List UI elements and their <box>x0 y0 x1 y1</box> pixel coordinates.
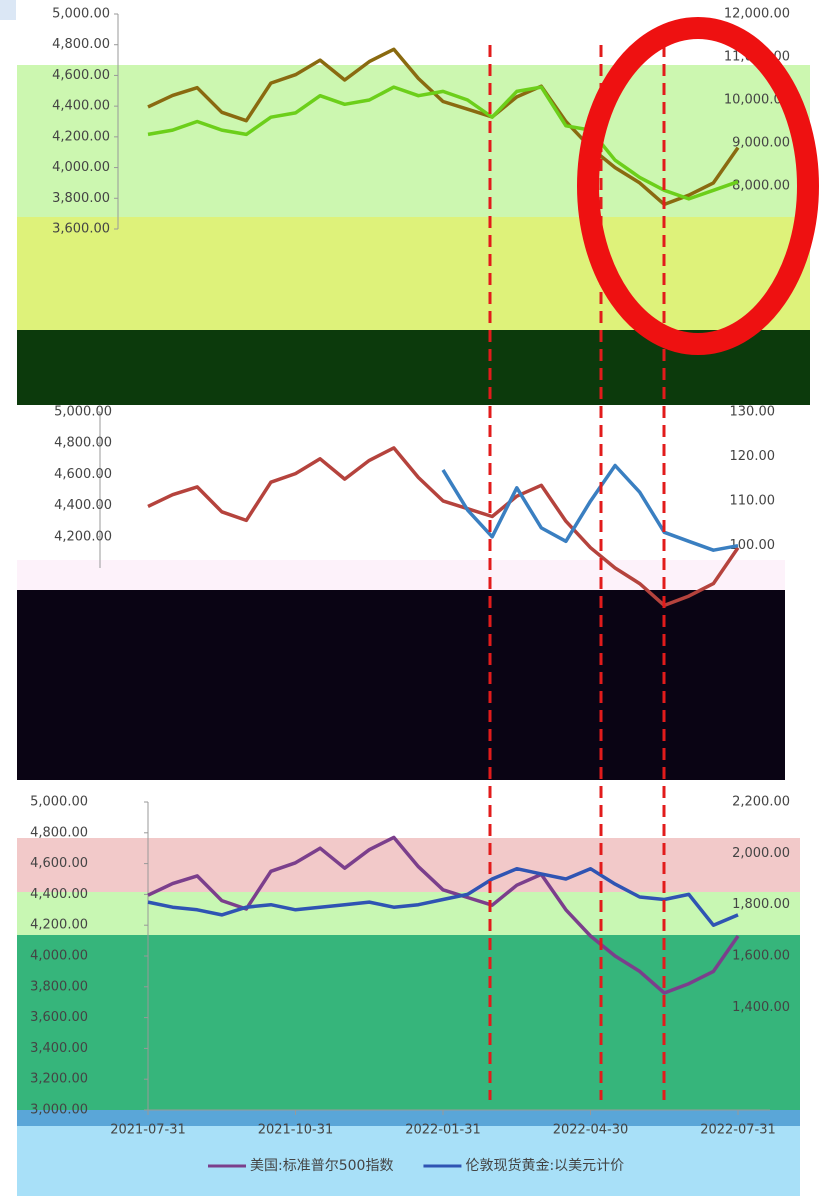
bg-band <box>17 892 800 935</box>
y-tick-label: 4,200.00 <box>52 129 110 144</box>
y-tick-label: 3,800.00 <box>30 979 88 994</box>
plots: 3,600.00 3,800.00 4,000.00 4,200.00 4,400.00… <box>30 7 790 1138</box>
bg-band <box>17 838 800 892</box>
y2-tick-label: 130.00 <box>730 405 776 420</box>
y2-tick-label: 12,000.00 <box>724 7 790 22</box>
series-line <box>147 85 739 201</box>
y-tick-label: 4,600.00 <box>30 856 88 871</box>
series-line <box>441 463 739 552</box>
y2-tick-label: 10,000.00 <box>724 93 790 108</box>
bg-band <box>17 935 800 1110</box>
y2-tick-label: 1,800.00 <box>732 897 790 912</box>
bg-patch <box>0 0 16 20</box>
y-tick-label: 4,400.00 <box>54 498 112 513</box>
y-tick-label: 4,800.00 <box>52 37 110 52</box>
y-tick-label: 3,800.00 <box>52 191 110 206</box>
y-tick-label: 4,800.00 <box>54 436 112 451</box>
y-tick-label: 4,600.00 <box>52 68 110 83</box>
bg-band <box>17 217 810 330</box>
y-tick-label: 3,600.00 <box>30 1010 88 1025</box>
bg-band <box>17 560 785 590</box>
y-tick-label: 5,000.00 <box>30 795 88 810</box>
legend-label: 伦敦现货黄金:以美元计价 <box>465 1157 624 1174</box>
legend-label: 美国:标准普尔500指数 <box>250 1158 393 1174</box>
x-tick-label: 2022-04-30 <box>553 1123 629 1138</box>
y2-tick-label: 120.00 <box>730 449 776 464</box>
y-tick-label: 4,400.00 <box>30 887 88 902</box>
y-tick-label: 5,000.00 <box>52 7 110 22</box>
bg-band <box>17 590 785 780</box>
y-tick-label: 5,000.00 <box>54 405 112 420</box>
y2-tick-label: 1,600.00 <box>732 949 790 964</box>
y-tick-label: 4,400.00 <box>52 99 110 114</box>
bg-band <box>17 65 810 217</box>
y-tick-label: 4,000.00 <box>52 160 110 175</box>
y2-tick-label: 100.00 <box>730 538 776 553</box>
legend: 美国:标准普尔500指数 伦敦现货黄金:以美元计价 <box>208 1157 624 1174</box>
series-line <box>147 866 739 927</box>
bg-band <box>17 1126 800 1196</box>
y2-tick-label: 2,200.00 <box>732 795 790 810</box>
y-tick-label: 4,000.00 <box>30 949 88 964</box>
y2-tick-label: 9,000.00 <box>732 136 790 151</box>
y-tick-label: 4,200.00 <box>54 529 112 544</box>
y-tick-label: 4,200.00 <box>30 918 88 933</box>
x-tick-label: 2022-07-31 <box>700 1123 776 1138</box>
y-tick-label: 4,800.00 <box>30 825 88 840</box>
x-tick-label: 2022-01-31 <box>405 1123 481 1138</box>
x-tick-label: 2021-10-31 <box>258 1123 334 1138</box>
y-tick-label: 3,200.00 <box>30 1072 88 1087</box>
y-tick-label: 4,600.00 <box>54 467 112 482</box>
y2-tick-label: 8,000.00 <box>732 179 790 194</box>
highlight-circle <box>577 17 819 355</box>
y-tick-label: 3,400.00 <box>30 1041 88 1056</box>
y-tick-label: 3,000.00 <box>30 1103 88 1118</box>
y2-tick-label: 110.00 <box>730 494 776 509</box>
annotations <box>488 17 819 1100</box>
x-tick-label: 2021-07-31 <box>110 1123 186 1138</box>
y2-tick-label: 1,400.00 <box>732 1000 790 1015</box>
y-tick-label: 3,600.00 <box>52 222 110 237</box>
series-line <box>147 446 740 608</box>
bg-band <box>17 1110 800 1126</box>
y2-tick-label: 2,000.00 <box>732 846 790 861</box>
series-line <box>147 47 740 207</box>
